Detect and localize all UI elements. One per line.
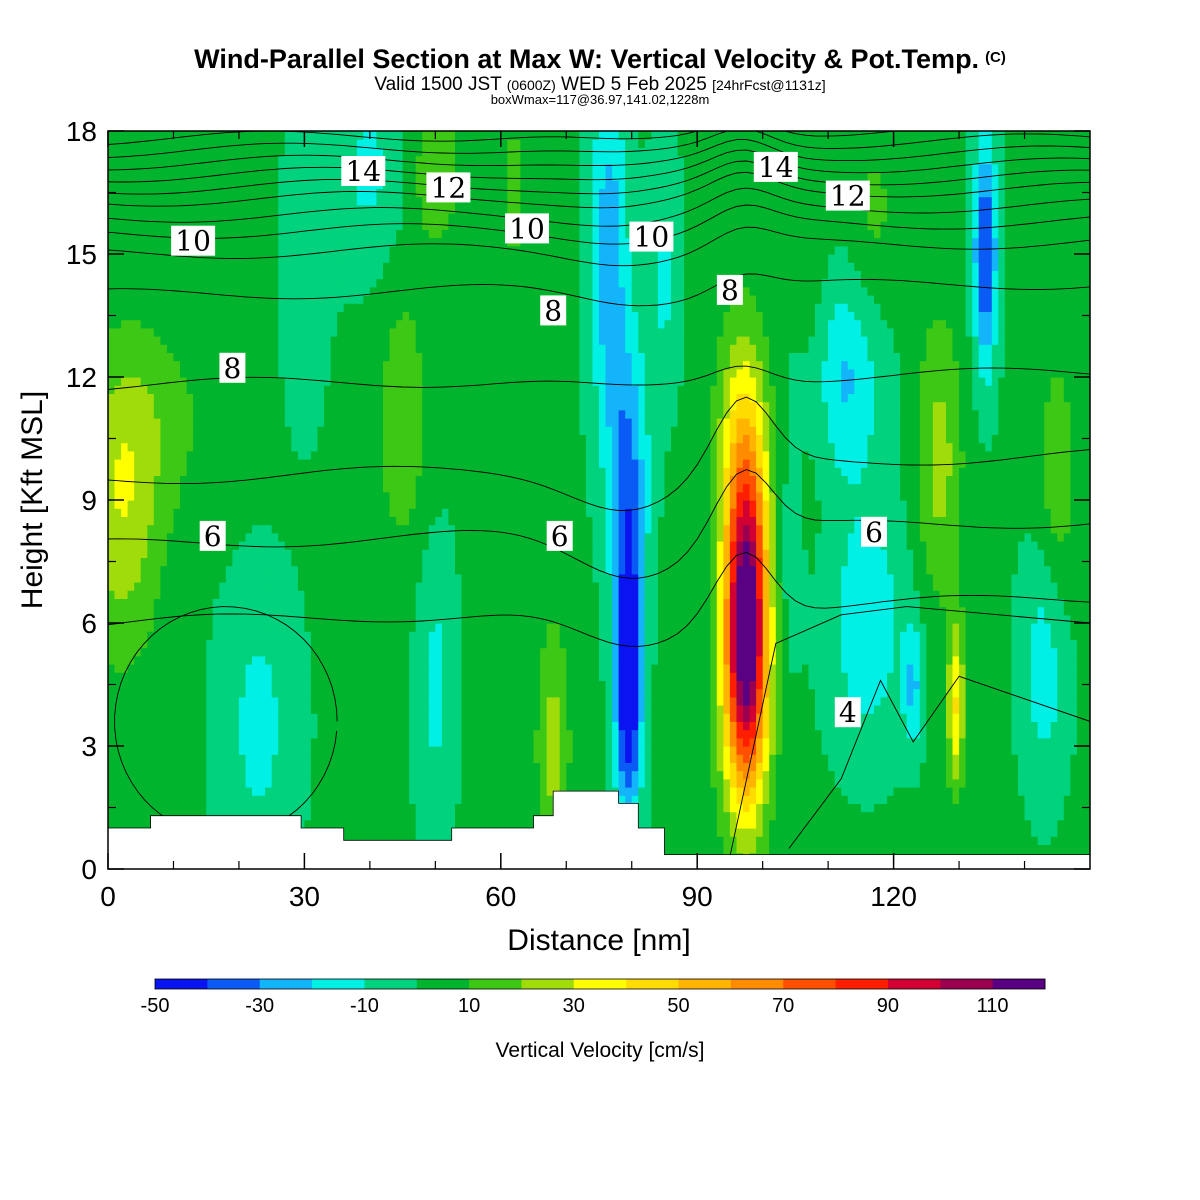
title-text: Wind-Parallel Section at Max W: Vertical… [194,44,980,74]
y-tick-label: 0 [81,854,97,885]
colorbar-swatch [678,979,732,989]
theta-contour-label: 14 [341,155,386,188]
theta-contour-label: 6 [546,520,573,553]
theta-contour-label: 8 [716,274,743,307]
subtitle-forecast: [24hrFcst@1131z] [712,77,826,93]
y-tick-label: 12 [66,362,97,393]
vertical-velocity-field [108,131,1090,869]
theta-contours [108,131,1090,857]
subtitle-date: WED 5 Feb 2025 [561,74,707,95]
colorbar-tick-label: -30 [245,995,274,1017]
theta-contour-label: 6 [861,516,887,549]
chart-subtitle-2: boxWmax=117@36.97,141.02,1228m [490,92,710,107]
theta-contour-label: 14 [753,151,798,184]
theta-contour-label: 10 [629,221,674,254]
theta-contour-label: 10 [505,212,549,245]
y-axis-label: Height [Kft MSL] [16,391,49,609]
theta-contour-label: 8 [219,352,246,385]
colorbar-swatch [155,979,208,989]
subtitle-utc: (0600Z) [506,77,556,93]
colorbar-swatch [469,979,522,989]
y-tick-label: 6 [81,608,97,639]
colorbar-swatch [207,979,261,989]
axes: 0 30 60 90 120 0 3 6 9 12 15 18 Distance [nm] Height … [16,116,1090,957]
colorbar-swatch [887,979,941,989]
x-axis-label: Distance [nm] [507,924,690,957]
colorbar-swatch [626,979,680,989]
y-tick-label: 3 [81,731,97,762]
theta-contour-label: 12 [426,171,471,204]
theta-contour-label: 4 [834,696,861,729]
colorbar-tick-label: 30 [563,995,585,1017]
x-tick-label: 30 [289,881,320,912]
colorbar-swatch [573,979,627,989]
colorbar-tick-label: -50 [141,995,170,1017]
chart-title: Wind-Parallel Section at Max W: Vertical… [0,44,1200,75]
y-tick-label: 9 [81,485,97,516]
subtitle-valid: Valid 1500 JST [374,74,502,95]
theta-contour-label: 6 [199,520,226,553]
colorbar: -50 -30 -10 10 30 50 70 90 110 Vertical Velocity … [141,978,1046,1062]
colorbar-swatch [835,979,889,989]
terrain [108,790,1090,869]
colorbar-label: Vertical Velocity [cm/s] [496,1039,705,1062]
terrain-profile [108,790,1090,869]
colorbar-tick-label: 70 [772,995,794,1017]
x-tick-label: 60 [485,881,516,912]
theta-contour-label: 12 [825,180,870,213]
colorbar-swatch [364,979,418,989]
title-mark: (C) [985,49,1006,66]
colorbar-tick-label: 50 [667,995,689,1017]
colorbar-tick-label: 110 [977,995,1009,1017]
x-tick-label: 120 [870,881,917,912]
x-tick-label: 0 [100,881,116,912]
colorbar-swatch [416,979,470,989]
theta-contour-label: 8 [540,294,567,327]
colorbar-swatch [783,979,837,989]
colorbar-tick-label: 10 [458,995,480,1017]
colorbar-swatch [521,979,575,989]
chart-subtitle: Valid 1500 JST (0600Z) WED 5 Feb 2025 [2… [0,74,1200,96]
colorbar-swatch [940,979,994,989]
colorbar-swatch [730,979,784,989]
y-tick-label: 15 [66,239,97,270]
x-tick-label: 90 [682,881,713,912]
colorbar-swatch [312,979,365,989]
colorbar-tick-label: 90 [877,995,899,1017]
colorbar-swatch [259,979,313,989]
theta-contour-label: 10 [171,225,216,258]
theta-labels: 14 12 10 10 10 14 12 8 8 8 6 6 6 4 [171,151,887,729]
colorbar-tick-label: -10 [350,995,379,1017]
y-tick-label: 18 [66,116,97,147]
colorbar-swatch [992,979,1046,989]
